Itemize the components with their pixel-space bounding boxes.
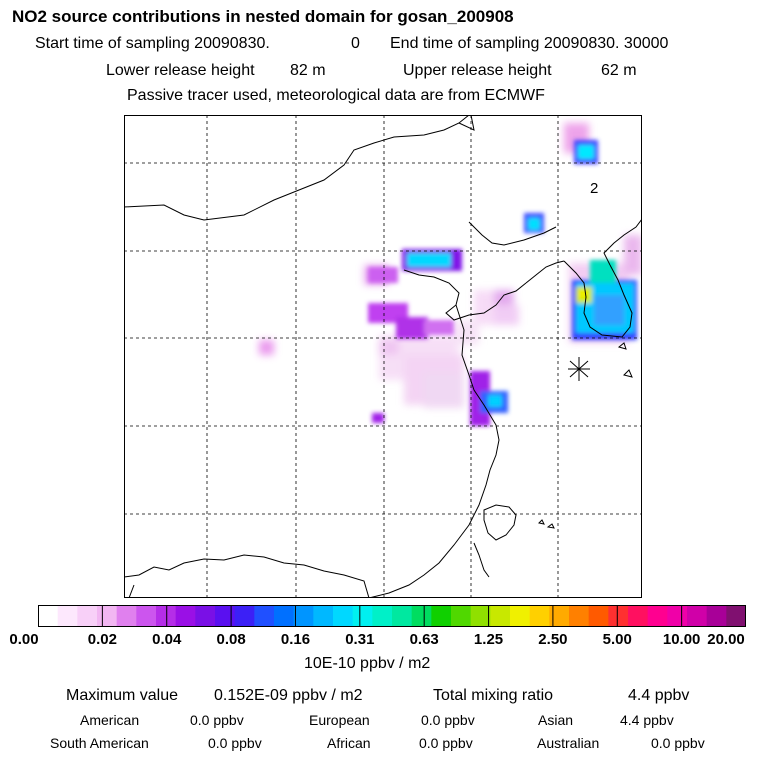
colorbar-tick-label: 0.02 — [87, 631, 117, 648]
upper-release-value: 62 m — [601, 62, 637, 79]
colorbar-swatch — [352, 605, 373, 627]
colorbar-swatch — [628, 605, 649, 627]
region-value: 4.4 ppbv — [620, 712, 674, 728]
colorbar-tick-label: 2.50 — [538, 631, 568, 648]
colorbar — [38, 605, 746, 627]
start-time-value: 0 — [351, 35, 360, 52]
max-value-label: Maximum value — [66, 687, 179, 704]
colorbar-swatch — [647, 605, 668, 627]
colorbar-swatch — [588, 605, 609, 627]
colorbar-swatch — [529, 605, 550, 627]
colorbar-swatch — [234, 605, 255, 627]
region-value: 0.0 ppbv — [419, 735, 473, 751]
colorbar-swatch — [195, 605, 216, 627]
colorbar-swatch — [38, 605, 59, 627]
lower-release-label: Lower release height — [106, 62, 255, 79]
colorbar-frame — [38, 605, 746, 627]
colorbar-swatch — [608, 605, 629, 627]
colorbar-units: 10E-10 ppbv / m2 — [304, 655, 431, 672]
region-name: South American — [50, 735, 149, 751]
colorbar-swatch — [372, 605, 393, 627]
colorbar-swatch — [156, 605, 177, 627]
map-frame — [124, 115, 642, 598]
region-name: European — [309, 712, 370, 728]
colorbar-tick-label: 5.00 — [602, 631, 632, 648]
colorbar-tick-label: 1.25 — [473, 631, 504, 648]
region-value: 0.0 ppbv — [208, 735, 262, 751]
colorbar-tick-label: 0.31 — [345, 631, 375, 648]
lower-release-value: 82 m — [290, 62, 326, 79]
colorbar-swatch — [313, 605, 334, 627]
colorbar-tick-label: 0.00 — [9, 631, 39, 648]
total-mixing-value: 4.4 ppbv — [628, 687, 690, 704]
colorbar-swatch — [57, 605, 78, 627]
colorbar-tick-label: 10.00 — [662, 631, 701, 648]
map-panel: 2 — [124, 115, 642, 598]
map-svg: 2 — [124, 115, 642, 598]
colorbar-tick-label: 0.08 — [216, 631, 246, 648]
colorbar-swatch — [549, 605, 570, 627]
receptor-marker-icon — [568, 357, 590, 381]
colorbar-swatch — [706, 605, 727, 627]
colorbar-swatch — [136, 605, 157, 627]
map-title: NO2 source contributions in nested domai… — [12, 7, 514, 26]
colorbar-swatch — [333, 605, 354, 627]
colorbar-swatch — [97, 605, 118, 627]
end-time-label: End time of sampling 20090830. 30000 — [390, 35, 669, 52]
colorbar-swatch — [470, 605, 491, 627]
region-value: 0.0 ppbv — [651, 735, 705, 751]
colorbar-swatch — [569, 605, 590, 627]
colorbar-swatch — [215, 605, 236, 627]
colorbar-swatch — [175, 605, 196, 627]
total-mixing-label: Total mixing ratio — [433, 687, 554, 704]
colorbar-tick-label: 0.04 — [152, 631, 182, 648]
colorbar-swatch — [667, 605, 688, 627]
colorbar-swatch — [77, 605, 98, 627]
region-name: African — [327, 735, 371, 751]
colorbar-swatch — [116, 605, 137, 627]
colorbar-swatch — [687, 605, 708, 627]
upper-release-label: Upper release height — [403, 62, 552, 79]
colorbar-swatch — [293, 605, 314, 627]
colorbar-swatch — [451, 605, 472, 627]
region-value: 0.0 ppbv — [190, 712, 244, 728]
region-name: Asian — [538, 712, 574, 728]
colorbar-swatch — [274, 605, 295, 627]
colorbar-swatch — [726, 605, 746, 627]
map-annotation-label: 2 — [590, 180, 598, 197]
region-name: American — [80, 712, 140, 728]
colorbar-swatch — [254, 605, 275, 627]
colorbar-tick-label: 20.00 — [707, 631, 745, 648]
region-value: 0.0 ppbv — [421, 712, 475, 728]
coastlines — [124, 115, 642, 598]
colorbar-swatch — [431, 605, 452, 627]
graticule — [124, 115, 642, 598]
colorbar-tick-label: 0.63 — [409, 631, 439, 648]
max-value: 0.152E-09 ppbv / m2 — [214, 687, 363, 704]
colorbar-swatch — [490, 605, 511, 627]
colorbar-swatch — [411, 605, 432, 627]
colorbar-swatch — [392, 605, 413, 627]
region-name: Australian — [537, 735, 600, 751]
colorbar-swatch — [510, 605, 531, 627]
start-time-label: Start time of sampling 20090830. — [35, 35, 270, 52]
colorbar-tick-label: 0.16 — [280, 631, 311, 648]
tracer-note: Passive tracer used, meteorological data… — [127, 87, 545, 104]
